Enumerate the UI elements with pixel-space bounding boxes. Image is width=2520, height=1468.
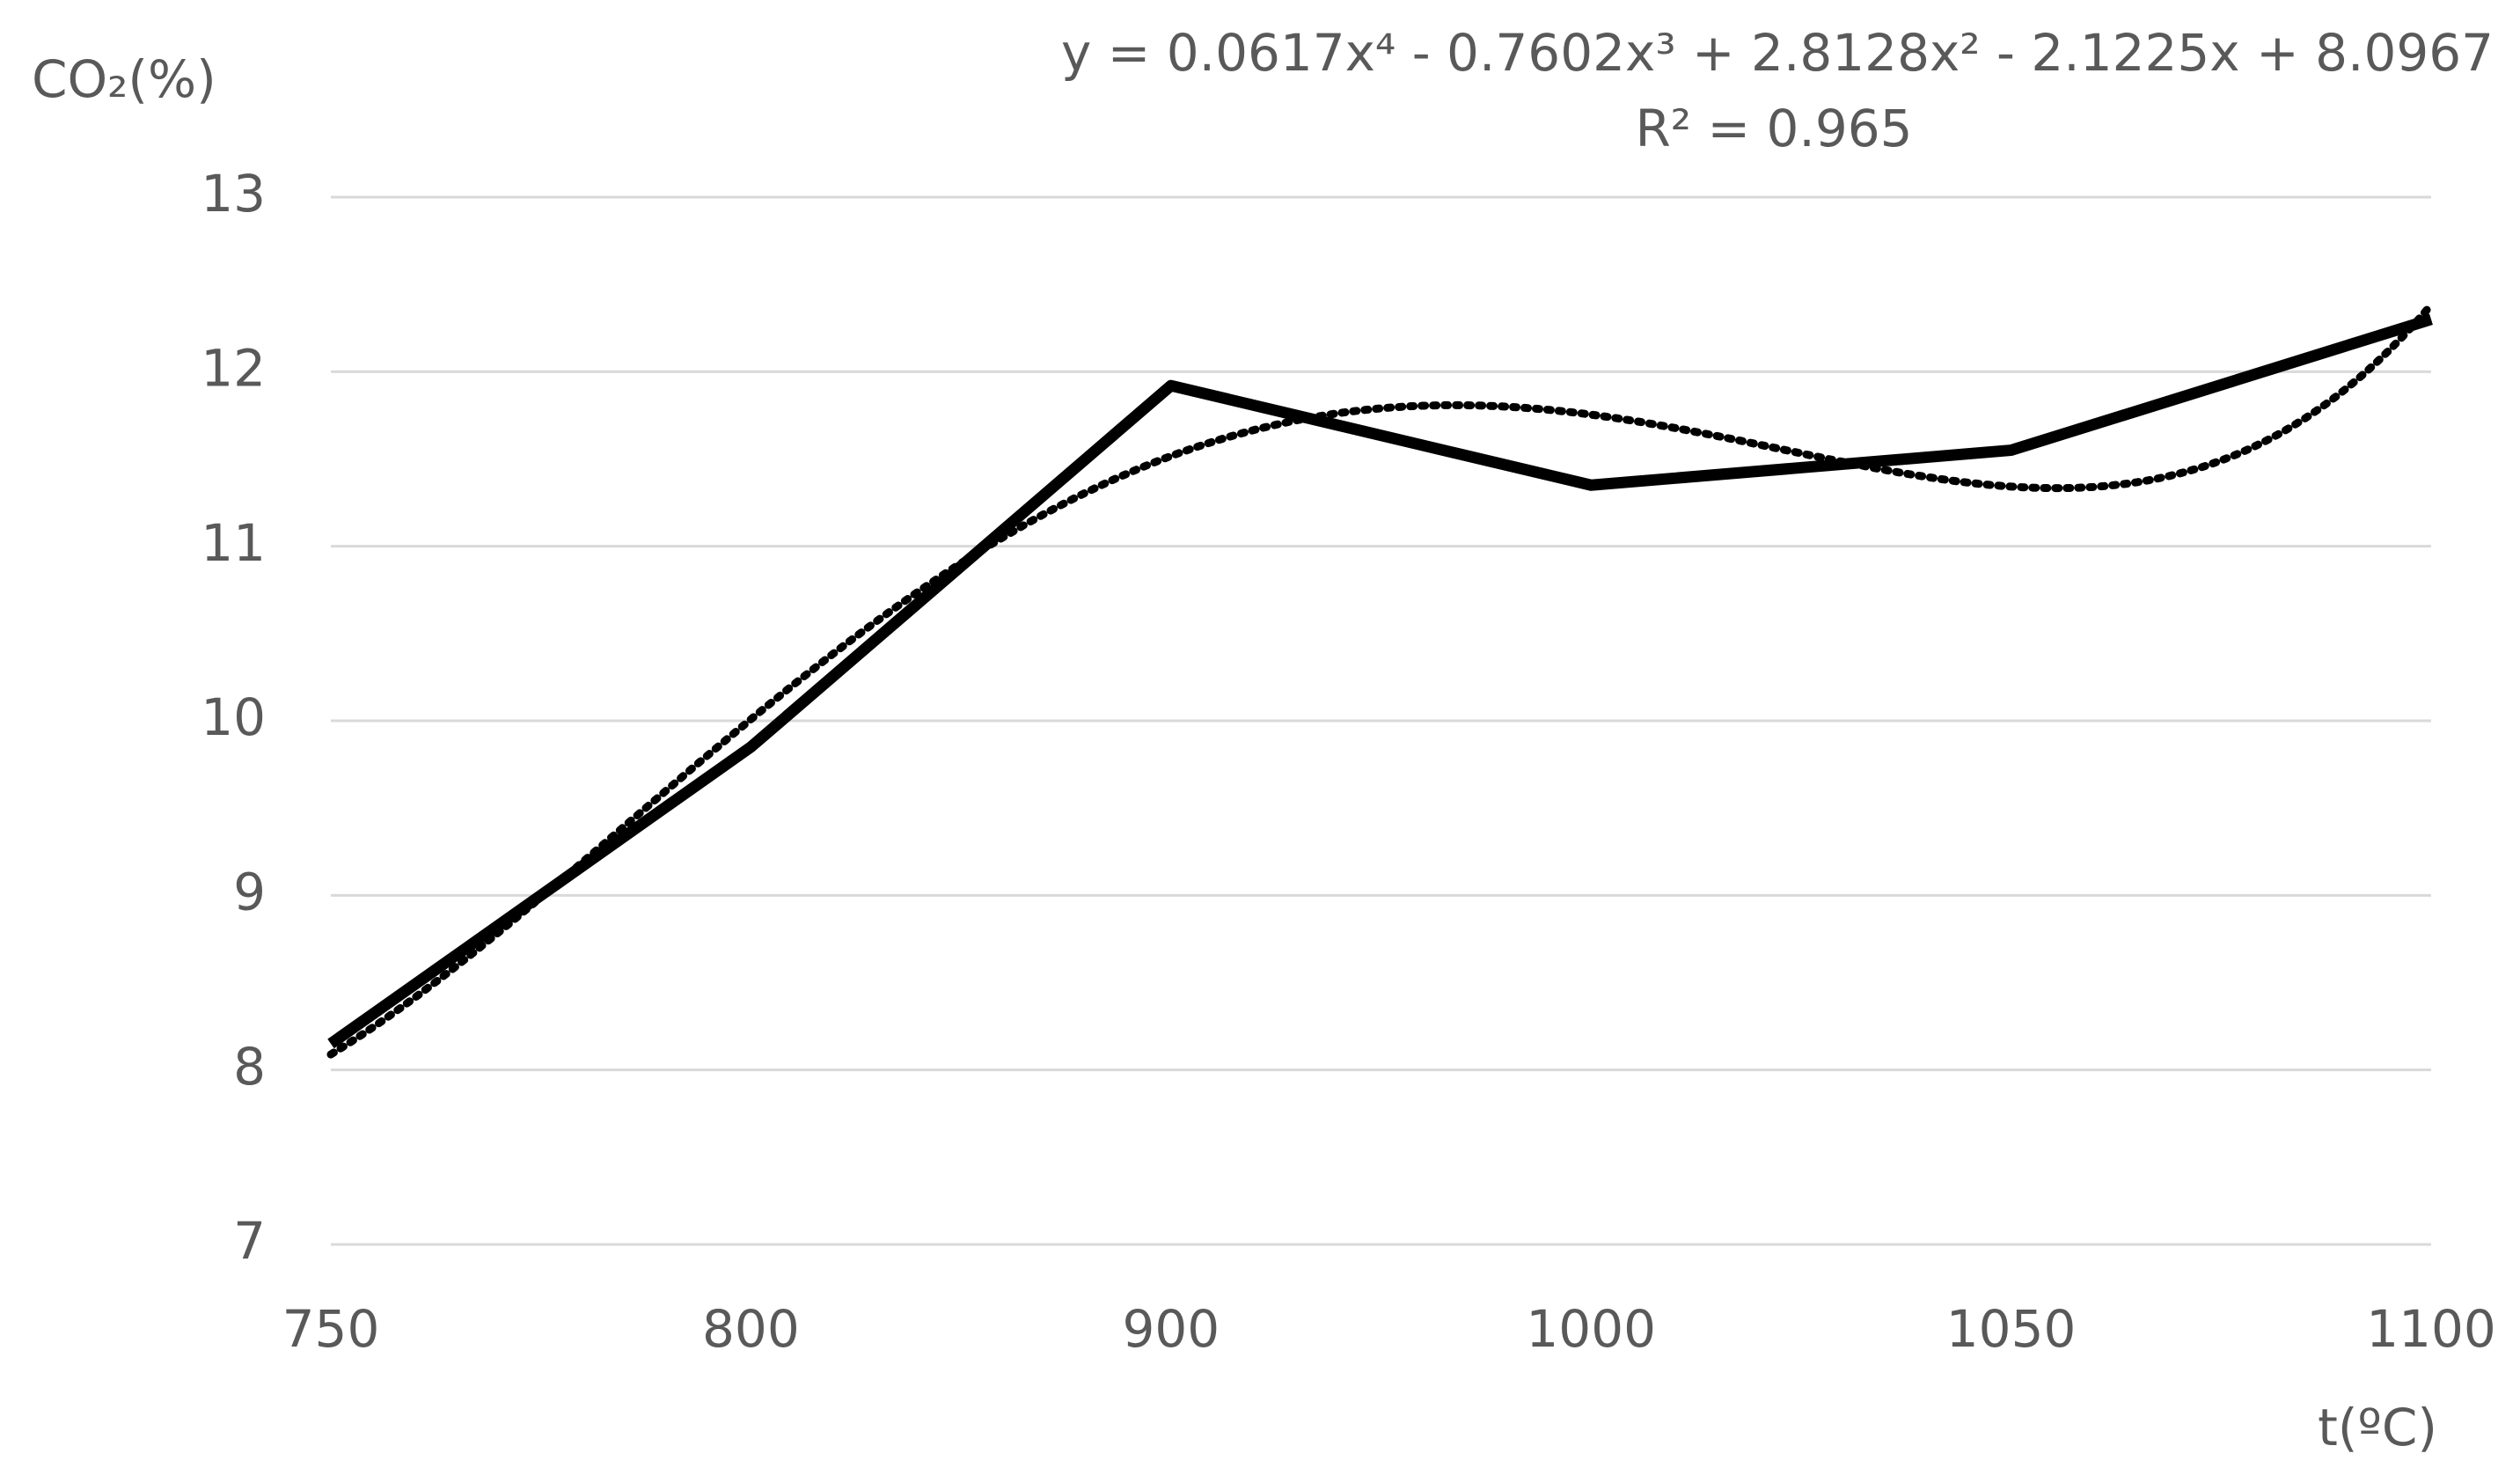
y-tick-label: 11 (201, 513, 266, 573)
trendline-equation: y = 0.0617x⁴ - 0.7602x³ + 2.8128x² - 2.1… (1061, 23, 2494, 83)
y-tick-label: 13 (201, 164, 266, 224)
x-tick-label: 750 (282, 1299, 380, 1359)
x-tick-label: 1050 (1946, 1299, 2077, 1359)
x-tick-label: 1100 (2366, 1299, 2496, 1359)
data-line (327, 313, 2433, 1049)
x-tick-label: 900 (1122, 1299, 1220, 1359)
y-tick-label: 12 (201, 338, 266, 398)
y-tick-label: 8 (233, 1037, 266, 1097)
y-tick-label: 10 (201, 687, 266, 747)
x-tick-label: 800 (702, 1299, 800, 1359)
x-tick-label: 1000 (1526, 1299, 1656, 1359)
y-tick-label: 9 (233, 862, 266, 921)
y-axis-label: CO₂(%) (32, 49, 216, 109)
y-tick-label: 7 (233, 1211, 266, 1271)
trendline (326, 301, 2436, 1059)
x-axis-label: t(ºC) (2318, 1398, 2437, 1457)
trendline-r-squared: R² = 0.965 (1635, 99, 1912, 158)
